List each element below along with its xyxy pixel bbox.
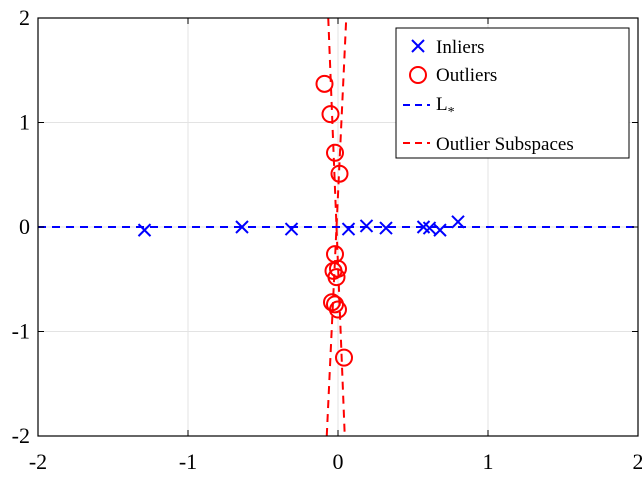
y-tick-label: 0 <box>19 214 30 239</box>
legend-label-lstar: L* <box>436 94 455 120</box>
inlier-point <box>137 223 152 237</box>
legend-l-subscript: * <box>448 105 455 120</box>
legend-label-outlier-subspaces: Outlier Subspaces <box>436 134 574 155</box>
inlier-point <box>379 221 393 235</box>
x-tick-label: 2 <box>633 449 642 474</box>
outlier-point <box>321 105 340 124</box>
outlier-point <box>335 348 353 367</box>
legend-box <box>395 27 630 159</box>
legend-circle-marker <box>409 66 427 84</box>
inlier-point <box>235 220 249 234</box>
inlier-point <box>284 222 299 236</box>
x-tick-label: 1 <box>483 449 494 474</box>
outlier-point <box>327 268 346 287</box>
y-tick-label: 1 <box>19 110 30 135</box>
outlier-point <box>330 164 349 183</box>
y-tick-label: -1 <box>12 319 30 344</box>
legend-x-marker <box>411 39 425 53</box>
outlier-point <box>329 259 347 278</box>
x-tick-label: -1 <box>179 449 197 474</box>
tick-labels: -2 -1 0 1 2 -2 -1 0 1 2 <box>12 5 642 474</box>
x-tick-label: -2 <box>29 449 47 474</box>
inlier-point <box>341 222 356 236</box>
inlier-point <box>422 221 437 235</box>
outlier-point <box>326 143 344 162</box>
data-points <box>137 74 465 367</box>
legend-l-text: L <box>436 94 448 115</box>
y-tick-label: 2 <box>19 5 30 30</box>
x-tick-label: 0 <box>333 449 344 474</box>
legend-label-inliers: Inliers <box>436 37 485 58</box>
inlier-point <box>433 223 447 237</box>
legend-item-inliers: Inliers <box>411 37 485 58</box>
inlier-point <box>451 215 465 229</box>
legend-item-lstar: L* <box>403 94 455 120</box>
outlier-point <box>329 300 347 319</box>
legend: Inliers Outliers L* Outlier Subspaces <box>395 27 630 159</box>
legend-item-outlier-subspaces: Outlier Subspaces <box>403 134 574 155</box>
fit-lines <box>38 17 638 437</box>
inlier-point <box>359 219 374 233</box>
legend-item-outliers: Outliers <box>409 65 497 86</box>
legend-label-outliers: Outliers <box>436 65 497 86</box>
y-tick-label: -2 <box>12 423 30 448</box>
outlier-point <box>315 74 334 93</box>
